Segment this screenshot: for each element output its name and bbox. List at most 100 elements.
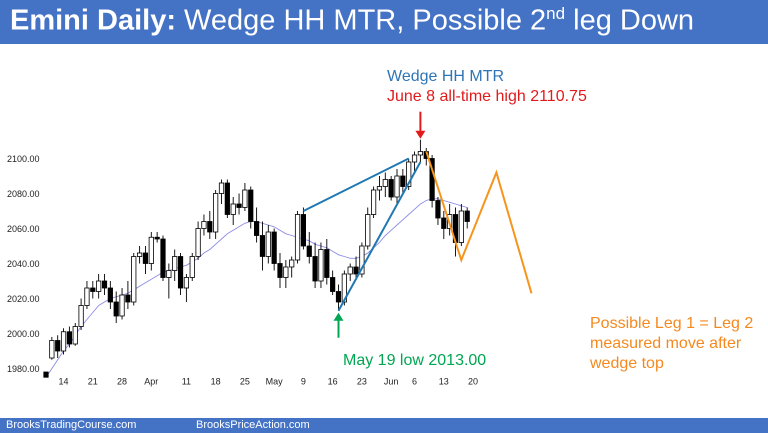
candle-bull bbox=[84, 287, 90, 306]
candle-bear bbox=[253, 221, 260, 236]
candle-bear bbox=[441, 217, 447, 229]
candle-bear bbox=[435, 200, 441, 219]
candle-bull bbox=[370, 189, 377, 215]
y-tick-label: 2020.00 bbox=[7, 294, 40, 304]
candle-bull bbox=[394, 175, 400, 198]
candle-bull bbox=[365, 214, 371, 247]
x-axis: 14 21 28 Apr 11 18 25 May 9 16 23 Jun 6 13 20 bbox=[59, 377, 479, 387]
candle-bull bbox=[359, 245, 365, 275]
x-tick-label: 18 bbox=[211, 377, 221, 387]
candle-bear bbox=[154, 236, 160, 240]
candle-bull bbox=[183, 277, 189, 289]
y-tick-label: 2000.00 bbox=[7, 329, 40, 339]
annotation-leg: Possible Leg 1 = Leg 2 bbox=[590, 315, 753, 332]
candle-bull bbox=[406, 161, 412, 187]
candle-bull bbox=[289, 259, 295, 268]
candle-bull bbox=[218, 182, 225, 194]
candle-bull bbox=[347, 266, 353, 275]
candle-bear bbox=[388, 179, 394, 198]
candle-bear bbox=[400, 175, 406, 187]
x-tick-label: 28 bbox=[117, 377, 127, 387]
candle-bear bbox=[236, 203, 242, 208]
x-tick-label: May bbox=[266, 377, 284, 387]
x-tick-label: Apr bbox=[144, 377, 158, 387]
candle-bull bbox=[49, 340, 55, 359]
x-tick-label: 23 bbox=[357, 377, 367, 387]
candle-bull bbox=[78, 305, 84, 327]
annotation-wedge-top: wedge top bbox=[589, 355, 664, 372]
y-tick-label: 2100.00 bbox=[7, 154, 40, 164]
page-title: Emini Daily: Wedge HH MTR, Possible 2nd … bbox=[10, 4, 694, 38]
candle-bull bbox=[72, 326, 78, 345]
y-axis: 1980.00 2000.00 2020.00 2040.00 2060.00 2080.… bbox=[7, 154, 40, 374]
candle-bull bbox=[166, 270, 172, 278]
candle-bull bbox=[318, 249, 324, 282]
low-arrowhead-icon bbox=[333, 312, 344, 321]
candle-bull bbox=[411, 154, 418, 163]
candle-bull bbox=[294, 214, 301, 261]
title-bar: Emini Daily: Wedge HH MTR, Possible 2nd … bbox=[0, 0, 768, 44]
candle-bull bbox=[213, 193, 219, 233]
candle-bull bbox=[382, 179, 388, 187]
x-tick-label: 9 bbox=[301, 377, 306, 387]
x-tick-label: 14 bbox=[59, 377, 69, 387]
projection-zigzag bbox=[425, 151, 533, 294]
y-tick-label: 2080.00 bbox=[7, 189, 40, 199]
annotation-wedge: Wedge HH MTR bbox=[387, 68, 504, 85]
candle-bear bbox=[224, 182, 230, 215]
candle-bear bbox=[101, 280, 108, 289]
overlays bbox=[302, 111, 533, 338]
candle-bull bbox=[265, 231, 271, 257]
candlestick-chart: 1980.00 2000.00 2020.00 2040.00 2060.00 2080.… bbox=[7, 68, 753, 387]
candle-bear bbox=[306, 245, 312, 257]
candle-bear bbox=[271, 231, 277, 264]
title-bold: Emini Daily: bbox=[10, 4, 176, 37]
candle-bear bbox=[160, 238, 166, 278]
candle-bear bbox=[113, 301, 119, 317]
candle-bear bbox=[142, 252, 149, 264]
candle-bull bbox=[148, 236, 154, 264]
footer-site-left: BrooksTradingCourse.com bbox=[6, 419, 137, 431]
candle-bull bbox=[60, 331, 67, 352]
candle-bear bbox=[324, 249, 330, 278]
candle-bear bbox=[125, 294, 131, 303]
title-superscript: nd bbox=[546, 4, 566, 23]
y-tick-label: 2040.00 bbox=[7, 259, 40, 269]
x-tick-label: Jun bbox=[384, 377, 399, 387]
wedge-upper-line bbox=[302, 157, 410, 212]
candle-bear bbox=[335, 291, 342, 303]
annotation-low: May 19 low 2013.00 bbox=[343, 352, 486, 369]
wedge-lower-line bbox=[337, 161, 422, 312]
candle-bear bbox=[353, 266, 359, 275]
candle-bear bbox=[248, 189, 254, 222]
high-arrowhead-icon bbox=[415, 130, 426, 139]
candle-bear bbox=[107, 287, 113, 303]
title-main: Wedge HH MTR, Possible 2 bbox=[176, 4, 547, 37]
x-tick-label: 6 bbox=[412, 377, 417, 387]
footer-bar: BrooksTradingCourse.com BrooksPriceActio… bbox=[0, 418, 768, 433]
candle-bull bbox=[189, 256, 195, 278]
annotation-high: June 8 all-time high 2110.75 bbox=[387, 88, 587, 105]
candle-bull bbox=[119, 294, 125, 317]
candle-bull bbox=[96, 280, 102, 292]
x-tick-label: 21 bbox=[88, 377, 98, 387]
candle-bull bbox=[283, 266, 289, 278]
candle-bull bbox=[458, 210, 464, 243]
candle-bear bbox=[464, 210, 470, 222]
candle-bear bbox=[177, 256, 184, 289]
candle-bull bbox=[376, 186, 383, 191]
candle-bull bbox=[417, 151, 424, 156]
x-tick-label: 11 bbox=[182, 377, 191, 387]
footer-site-right: BrooksPriceAction.com bbox=[196, 419, 310, 431]
candle-bear bbox=[300, 214, 307, 247]
x-tick-label: 20 bbox=[468, 377, 478, 387]
candle-bull bbox=[195, 228, 201, 257]
candle-bull bbox=[201, 221, 207, 229]
candle-bear bbox=[259, 235, 266, 257]
x-tick-label: 16 bbox=[328, 377, 338, 387]
candle-bear bbox=[66, 331, 72, 345]
title-end: leg Down bbox=[565, 4, 695, 37]
candles bbox=[43, 139, 470, 378]
x-tick-label: 25 bbox=[240, 377, 250, 387]
candle-bull bbox=[242, 189, 248, 208]
